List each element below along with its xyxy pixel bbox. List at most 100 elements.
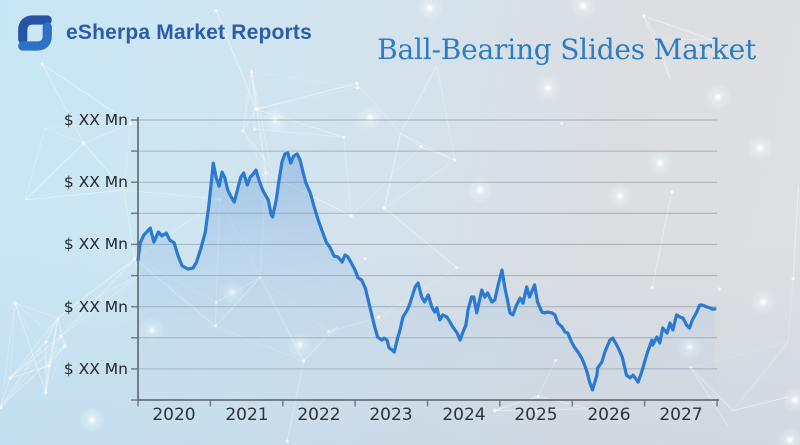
plexus-line [9,345,66,379]
plexus-node [349,214,353,218]
plexus-node [493,408,497,412]
plexus-node [133,257,137,261]
plexus-node [719,54,724,58]
plexus-glow [777,427,800,445]
plexus-line [643,15,671,80]
plexus-node [419,145,423,149]
plexus-line [792,185,799,279]
plexus-node [642,14,646,18]
plexus-line [83,123,131,144]
plexus-line [41,63,131,124]
plexus-line [0,341,47,408]
x-axis-label: 2026 [587,405,631,425]
plexus-line [643,15,713,41]
plexus-node [59,334,63,338]
plexus-line [9,303,16,379]
plexus-line [9,317,59,379]
plexus-node [650,285,655,289]
plexus-glow [570,0,596,19]
plexus-line [251,71,358,88]
plexus-line [251,71,257,110]
plexus-line [251,71,267,173]
plexus-line [9,335,62,379]
plexus-node [453,158,457,162]
plexus-node [788,438,792,442]
plexus-line [25,189,124,201]
plexus-node [761,300,765,304]
plexus-line [24,142,85,201]
plexus-node [455,266,459,270]
plexus-line [45,345,66,393]
page-title: Ball-Bearing Slides Market [377,33,756,66]
plexus-node [758,146,762,150]
plexus-line [350,146,422,217]
plexus-node [355,81,359,85]
plexus-line [44,123,131,129]
plexus-line [356,83,401,134]
plexus-node [363,256,367,261]
plexus-line [123,189,220,200]
x-axis-label: 2020 [152,405,196,425]
plexus-node [0,405,3,409]
plexus-glow [782,387,800,413]
logo: eSherpa Market Reports [12,8,312,58]
plexus-node [214,8,218,13]
plexus-node [478,188,482,192]
plexus-node [90,418,94,422]
x-axis-label: 2025 [514,405,558,425]
plexus-line [787,278,794,343]
plexus-line [651,192,673,288]
plexus-line [732,396,789,411]
plexus-line [45,317,59,343]
x-axis-label: 2022 [297,405,341,425]
plexus-node [716,95,720,99]
series-area [138,153,715,400]
plexus-line [384,133,402,209]
plexus-line [57,317,66,347]
plexus-line [60,336,66,347]
plexus-line [14,302,47,393]
plexus-line [24,128,46,201]
plexus-line [83,142,125,191]
plexus-node [254,107,258,111]
plexus-line [0,345,66,408]
plexus-node [560,121,564,125]
plexus-line [14,302,50,367]
plexus-node [241,129,245,133]
plexus-line [343,137,352,217]
plexus-node [356,85,360,90]
plexus-line [384,207,458,269]
plexus-node [717,287,721,291]
plexus-node [382,206,387,210]
plexus-node [285,439,289,443]
plexus-line [256,87,358,110]
plexus-line [41,63,85,144]
plexus-node [8,376,12,380]
plexus-line [215,10,257,110]
plexus-line [48,336,62,367]
plexus-line [57,274,140,319]
plexus-node [342,135,346,139]
plexus-line [10,365,49,379]
plexus-node [581,4,585,8]
y-axis-label: $ XX Mn [63,173,128,191]
plexus-node [250,70,254,74]
y-axis-label: $ XX Mn [63,360,128,378]
plexus-line [242,130,272,169]
plexus-node [546,86,550,90]
plexus-line [60,258,136,337]
plexus-node [13,301,17,305]
plexus-node [670,190,674,194]
plexus-line [384,159,455,209]
plexus-line [436,65,456,161]
plexus-line [643,15,659,40]
plexus-line [0,335,62,408]
plexus-node [44,340,48,344]
plexus-node [618,194,622,198]
plexus-line [60,274,140,337]
plexus-line [123,123,132,191]
plexus-line [15,302,59,319]
plexus-line [48,317,59,367]
plexus-line [494,409,537,412]
